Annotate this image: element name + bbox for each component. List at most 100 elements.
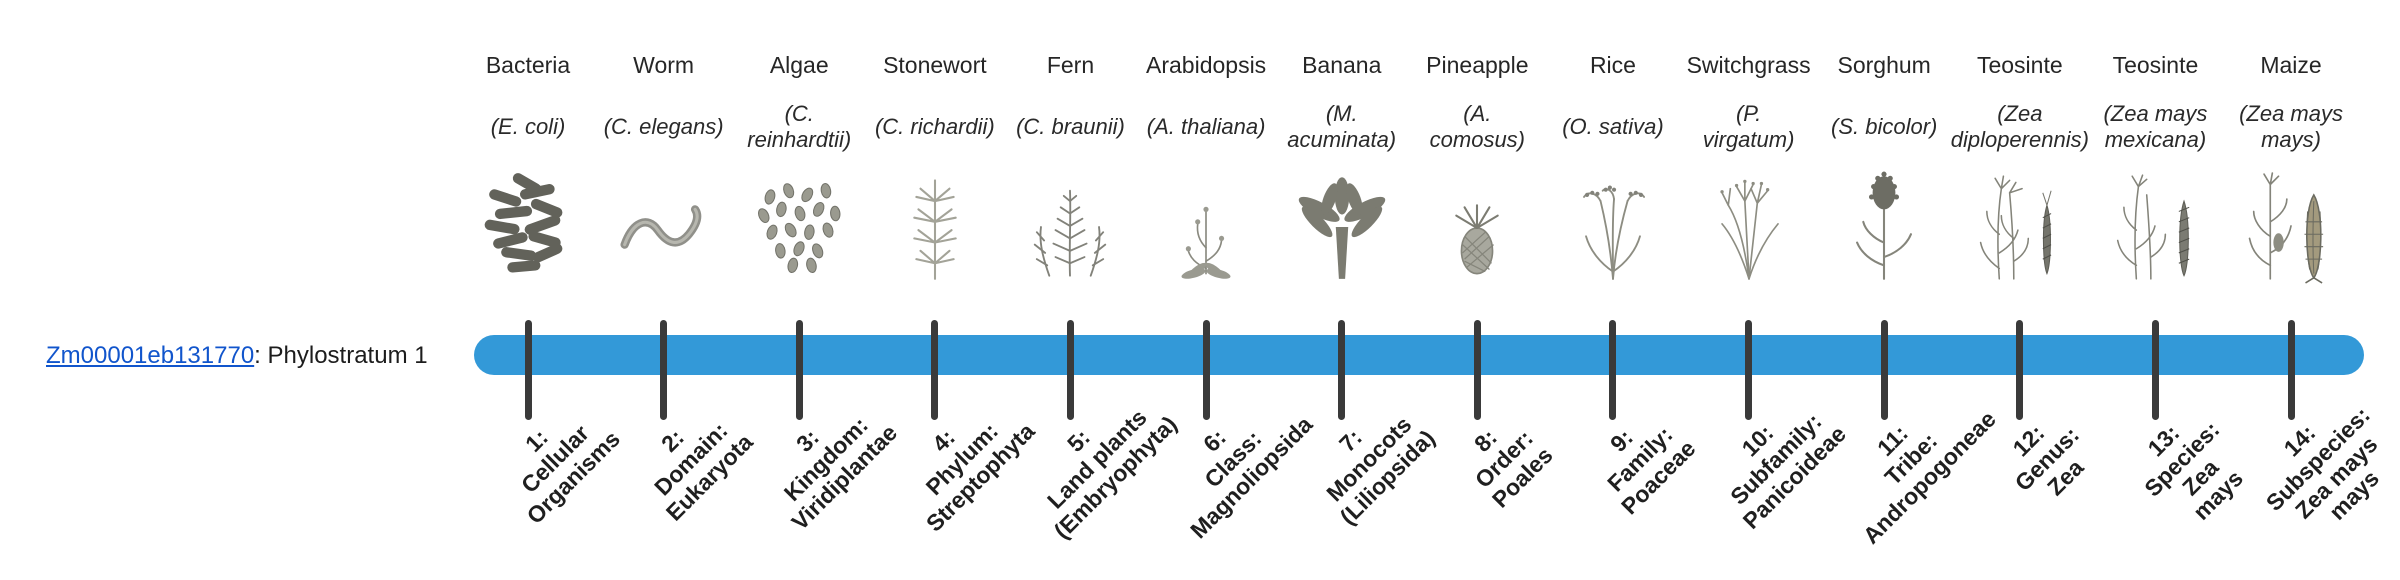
gene-id-link[interactable]: Zm00001eb131770 [46,342,255,369]
organism-sci-line: (A. thaliana) [1146,113,1266,139]
organism-image-wrap [1150,166,1262,284]
organism-sci-line: (C. elegans) [603,113,724,139]
stratum-label: 9: Family: Poaceae [1580,399,1701,520]
organism-sci-name: (O. sativa) [1562,88,1663,166]
organism-image-wrap [472,166,584,284]
stratum-label: 14: Subspecies: Zea mays mays [2243,384,2400,553]
organism-sci-name: (C. reinhardtii) [747,88,851,166]
organism-image-wrap [1693,166,1805,284]
timeline-tick [1338,320,1346,420]
organism-column: Algae (C. reinhardtii) [731,52,867,284]
banana-icon [1286,170,1398,284]
organism-sci-name: (P. virgatum) [1703,88,1795,166]
organism-image-wrap [608,166,720,284]
organism-sci-name: (Zea mays mexicana) [2103,88,2207,166]
worm-icon [608,170,720,284]
organism-name: Pineapple [1426,52,1529,78]
stratum-label: 7: Monocots (Liliopsida) [1298,389,1439,530]
organism-name: Stonewort [883,52,987,78]
organism-image-wrap [2235,166,2347,284]
organism-sci-line: acuminata) [1287,127,1397,152]
timeline-tick [1066,320,1074,420]
timeline-tick [2016,320,2024,420]
algae-icon [743,170,855,284]
organism-sci-name: (M. acuminata) [1287,88,1396,166]
bacteria-icon [472,170,584,284]
timeline-tick [1609,320,1617,420]
stratum-label: 4: Phylum: Streptophyta [885,382,1040,537]
organism-sci-line: virgatum) [1702,127,1795,152]
teosinte-mexicana-icon [2099,170,2211,284]
organism-sci-line: (O. sativa) [1562,113,1664,139]
stratum-label: 12: Genus: Zea [1992,404,2103,515]
organism-column: Teosinte (Zea diploperennis) [1951,52,2089,284]
organism-name: Bacteria [485,52,571,78]
organism-name: Maize [2260,52,2322,78]
organism-column: Sorghum (S. bicolor) [1816,52,1952,284]
organism-sci-line: (P. [1735,100,1762,126]
timeline-tick [931,320,939,420]
organism-name: Rice [1589,52,1636,78]
arabidopsis-icon [1150,170,1262,284]
organism-sci-line: (A. [1463,100,1492,126]
organism-sci-line: mexicana) [2104,127,2207,152]
sorghum-icon [1828,170,1940,284]
stratum-label: 6: Class: Magnoliopsida [1149,375,1317,543]
organism-column: Fern (C. braunii) [1002,52,1138,284]
organism-sci-name: (Zea diploperennis) [1951,88,2089,166]
organism-image-wrap [1014,166,1126,284]
organism-sci-name: (A. comosus) [1430,88,1525,166]
organism-name: Worm [633,52,695,78]
timeline-bar [474,335,2364,375]
organism-column: Pineapple (A. comosus) [1409,52,1545,284]
organism-sci-line: (M. [1325,100,1358,126]
organism-name: Teosinte [2112,52,2199,78]
organism-sci-line: (C. richardii) [874,113,995,139]
organism-image-wrap [1828,166,1940,284]
stratum-label: 8: Order: Poales [1451,406,1558,513]
organism-sci-name: (A. thaliana) [1147,88,1266,166]
organism-column: Worm (C. elegans) [596,52,732,284]
stratum-label: 1: Cellular Organisms [486,390,626,530]
organism-column: Maize (Zea mays mays) [2223,52,2359,284]
organism-sci-line: (S. bicolor) [1831,113,1938,139]
organism-name: Fern [1046,52,1095,78]
organism-sci-line: diploperennis) [1950,127,2089,152]
stratum-label: 5: Land plants (Embryophyta) [1013,375,1182,544]
organism-sci-name: (S. bicolor) [1831,88,1937,166]
timeline-tick [660,320,668,420]
gene-label-suffix: : Phylostratum 1 [254,342,428,369]
stratum-label: 3: Kingdom: Viridiplantae [751,383,903,535]
maize-icon [2235,170,2347,284]
timeline-tick [1473,320,1481,420]
stonewort-icon [879,170,991,284]
organism-image-wrap [1964,166,2076,284]
organism-sci-line: (E. coli) [490,113,566,139]
timeline-tick [1202,320,1210,420]
timeline-tick [524,320,532,420]
teosinte-diploperennis-icon [1964,170,2076,284]
organism-sci-line: (C. braunii) [1016,113,1125,139]
organism-name: Arabidopsis [1146,52,1267,78]
organism-sci-line: (Zea mays [2103,100,2208,126]
timeline-tick [2151,320,2159,420]
organism-sci-line: (Zea mays [2239,100,2343,126]
organism-sci-line: (C. [784,100,814,126]
organism-column: Bacteria (E. coli) [460,52,596,284]
stratum-label: 2: Domain: Eukaryota [624,393,757,526]
organism-image-wrap [879,166,991,284]
organism-sci-line: mays) [2261,127,2321,152]
organism-sci-name: (C. braunii) [1016,88,1125,166]
organism-sci-line: (Zea [1997,100,2043,126]
timeline-tick [1880,320,1888,420]
organism-sci-name: (Zea mays mays) [2239,88,2343,166]
organism-column: Teosinte (Zea mays mexicana) [2087,52,2223,284]
timeline-tick [2287,320,2295,420]
organism-column: Stonewort (C. richardii) [867,52,1003,284]
stratum-label: 11: Tribe: Andropogoneae [1822,370,2001,549]
organism-image-wrap [2099,166,2211,284]
rice-icon [1557,170,1669,284]
organism-column: Arabidopsis (A. thaliana) [1138,52,1274,284]
organism-name: Switchgrass [1686,52,1811,78]
organism-image-wrap [1557,166,1669,284]
